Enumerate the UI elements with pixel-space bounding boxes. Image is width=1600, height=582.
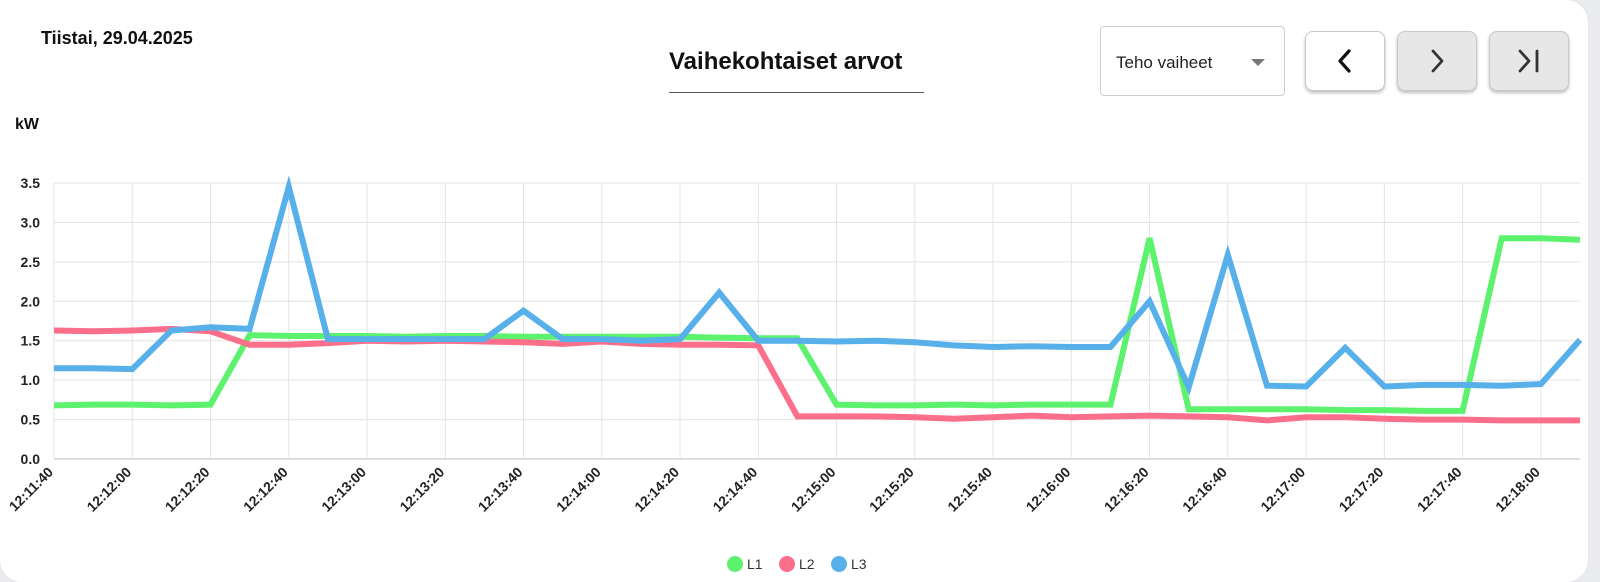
line-chart: kW 0.0 0.5 1.0 1.5 2.0 2.5 3.0 3.5 12:11:40 12:12:… xyxy=(6,116,1583,572)
y-tick-label: 0.5 xyxy=(21,412,41,428)
x-tick-label: 12:12:20 xyxy=(162,464,213,515)
y-tick-label: 1.0 xyxy=(21,372,41,388)
y-tick-label: 3.5 xyxy=(21,175,41,191)
x-tick-label: 12:16:20 xyxy=(1101,464,1152,515)
x-tick-label: 12:16:00 xyxy=(1023,464,1074,515)
chevron-right-icon xyxy=(1431,49,1444,73)
next-button[interactable] xyxy=(1397,31,1477,91)
y-axis-unit: kW xyxy=(15,116,40,133)
skip-to-end-icon xyxy=(1518,49,1539,73)
y-tick-label: 2.5 xyxy=(21,254,41,270)
x-tick-label: 12:15:40 xyxy=(944,464,995,515)
x-tick-label: 12:17:40 xyxy=(1414,464,1465,515)
x-tick-label: 12:18:00 xyxy=(1492,464,1543,515)
x-tick-label: 12:13:40 xyxy=(475,464,526,515)
x-tick-label: 12:11:40 xyxy=(6,464,57,515)
y-tick-label: 0.0 xyxy=(21,451,41,467)
legend-label: L1 xyxy=(747,556,763,572)
x-tick-label: 12:13:20 xyxy=(396,464,447,515)
legend-label: L3 xyxy=(851,556,867,572)
measurement-select[interactable]: Teho vaiheet xyxy=(1100,26,1285,96)
y-tick-label: 2.0 xyxy=(21,293,41,309)
series-line-l1 xyxy=(53,235,1581,414)
x-tick-label: 12:13:00 xyxy=(318,464,369,515)
legend-marker xyxy=(727,556,743,572)
caret-down-icon xyxy=(1251,59,1265,66)
series-line-l2 xyxy=(53,325,1580,424)
legend-marker xyxy=(779,556,795,572)
series-line-l3 xyxy=(54,175,1583,396)
date-label: Tiistai, 29.04.2025 xyxy=(41,28,193,48)
y-tick-label: 1.5 xyxy=(21,333,41,349)
legend-label: L2 xyxy=(799,556,815,572)
x-tick-label: 12:15:20 xyxy=(866,464,917,515)
legend-item-l2[interactable]: L2 xyxy=(779,556,815,572)
x-tick-label: 12:15:00 xyxy=(788,464,839,515)
x-tick-label: 12:12:40 xyxy=(240,464,291,515)
legend-item-l1[interactable]: L1 xyxy=(727,556,763,572)
chevron-left-icon xyxy=(1338,49,1351,73)
legend-item-l3[interactable]: L3 xyxy=(831,556,867,572)
measurement-select-value: Teho vaiheet xyxy=(1116,53,1213,72)
x-tick-label: 12:16:40 xyxy=(1179,464,1230,515)
x-tick-label: 12:14:20 xyxy=(631,464,682,515)
y-tick-label: 3.0 xyxy=(21,214,41,230)
x-tick-label: 12:17:00 xyxy=(1257,464,1308,515)
x-tick-label: 12:17:20 xyxy=(1336,464,1387,515)
title-underline xyxy=(669,92,924,93)
x-tick-label: 12:12:00 xyxy=(83,464,134,515)
page-title: Vaihekohtaiset arvot xyxy=(669,48,903,75)
latest-button[interactable] xyxy=(1489,31,1569,91)
x-tick-label: 12:14:00 xyxy=(553,464,604,515)
legend-marker xyxy=(831,556,847,572)
previous-button[interactable] xyxy=(1305,31,1385,91)
x-tick-label: 12:14:40 xyxy=(709,464,760,515)
